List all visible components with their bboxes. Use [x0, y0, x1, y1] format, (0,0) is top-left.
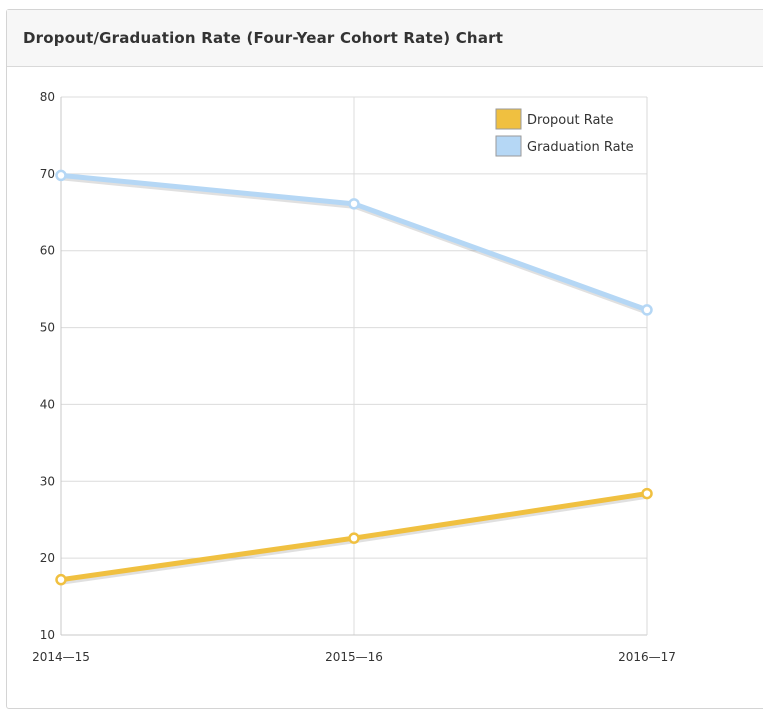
panel-header: Dropout/Graduation Rate (Four-Year Cohor…	[7, 10, 763, 67]
legend-label: Dropout Rate	[527, 113, 614, 128]
y-tick-label: 80	[40, 90, 55, 104]
panel-title: Dropout/Graduation Rate (Four-Year Cohor…	[23, 29, 504, 47]
legend-swatch	[495, 108, 522, 130]
y-tick-label: 10	[40, 628, 55, 642]
x-tick-label: 2015—16	[325, 650, 383, 664]
graduation-rate-point	[55, 169, 67, 182]
legend-swatch	[495, 135, 522, 157]
x-tick-label: 2014—15	[32, 650, 90, 664]
chart-panel: Dropout/Graduation Rate (Four-Year Cohor…	[6, 9, 763, 709]
x-tick-label: 2016—17	[618, 650, 676, 664]
legend-label: Graduation Rate	[527, 140, 634, 155]
y-tick-label: 30	[40, 474, 55, 488]
graduation-rate-line-shadow	[61, 174, 650, 315]
y-tick-label: 20	[40, 551, 55, 565]
dropout-rate-point	[641, 487, 653, 500]
graduation-rate-point	[641, 304, 653, 316]
y-tick-label: 70	[40, 167, 55, 181]
y-tick-label: 40	[40, 397, 55, 411]
dropout-rate-point	[348, 532, 360, 544]
y-tick-label: 50	[40, 321, 55, 335]
y-tick-label: 60	[40, 244, 55, 258]
graduation-rate-point	[348, 198, 360, 210]
line-chart: 10 20 30 40 50 60 70 80 2014—15 2015—16 2016—17 Dro…	[32, 90, 676, 664]
dropout-rate-point	[55, 573, 67, 586]
